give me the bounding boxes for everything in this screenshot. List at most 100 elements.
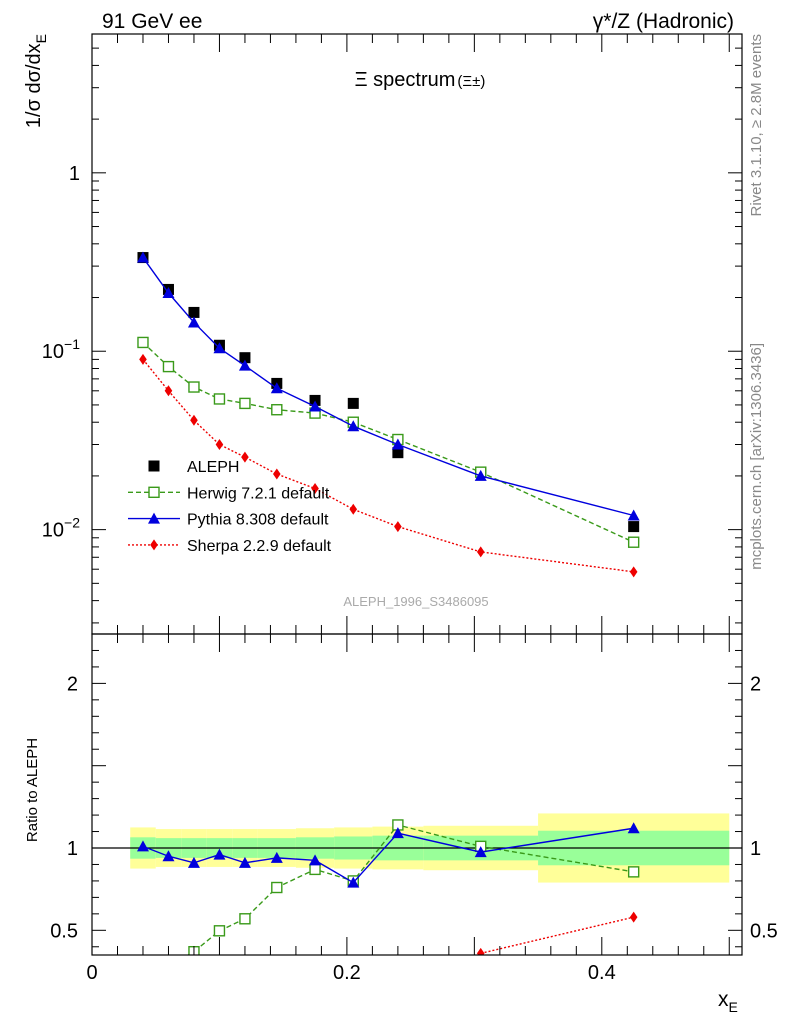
- ratio-point-pythia-0: [136, 840, 149, 852]
- legend-entry-sherpa: Sherpa 2.2.9 default: [128, 538, 332, 555]
- legend-label-sherpa: Sherpa 2.2.9 default: [187, 538, 332, 555]
- main-ytick-label-1: 10−1: [42, 336, 80, 363]
- ratio-point-herwig-6: [309, 863, 321, 876]
- main-line-pythia: [142, 257, 634, 517]
- axis-ticks: 10−210−110 0.2 0.40.5 0.51 12 2: [42, 33, 778, 984]
- plot-title-sub: (Ξ±): [457, 73, 485, 90]
- main-point-data-2: [188, 306, 200, 318]
- ratio-ytick-label-left-1: 1: [67, 838, 78, 860]
- main-ytick-label-exp-1: −1: [64, 336, 80, 352]
- main-ytick-label-base-0: 10: [42, 520, 64, 542]
- ratio-ytick-label-left-2: 2: [67, 673, 78, 695]
- ratio-point-pythia-7: [347, 876, 360, 888]
- main-point-sherpa-1: [164, 385, 173, 397]
- main-point-sherpa-5: [273, 468, 281, 480]
- main-y-axis-title: 1/σ dσ/dxE: [23, 34, 49, 128]
- ratio-point-pythia-9: [474, 846, 487, 858]
- main-point-pythia-3: [213, 342, 226, 354]
- main-line-sherpa: [142, 358, 634, 573]
- main-point-herwig-3: [213, 393, 226, 405]
- main-point-pythia-9: [474, 469, 487, 481]
- main-point-herwig-1: [162, 360, 175, 373]
- main-point-herwig-2: [188, 381, 200, 393]
- main-point-sherpa-8: [394, 521, 402, 533]
- main-ytick-label-base-1: 10: [42, 341, 64, 363]
- main-point-sherpa-4: [241, 451, 249, 463]
- ratio-ytick-label-right-2: 2: [750, 673, 761, 695]
- header-left: 91 GeV ee: [102, 10, 202, 33]
- main-point-pythia-2: [187, 316, 200, 328]
- main-ytick-label-base-2: 1: [69, 163, 80, 185]
- main-point-pythia-5: [270, 382, 283, 394]
- ratio-point-herwig-10: [627, 866, 640, 878]
- ratio-ytick-label-right-1: 1: [750, 838, 761, 860]
- main-point-sherpa-7: [349, 503, 358, 515]
- ratio-point-pythia-8: [391, 827, 404, 839]
- ratio-point-pythia-1: [162, 850, 175, 862]
- legend-marker-data: [148, 460, 160, 472]
- plot-title: Ξ spectrum (Ξ±): [355, 69, 486, 91]
- main-point-pythia-6: [309, 400, 322, 412]
- main-point-data-8: [392, 447, 404, 459]
- main-point-pythia-1: [162, 287, 175, 299]
- main-point-sherpa-3: [215, 439, 224, 451]
- ratio-panel-series: [136, 819, 640, 955]
- main-point-pythia-7: [347, 420, 360, 432]
- ratio-point-herwig-3: [213, 925, 226, 937]
- main-point-herwig-4: [239, 397, 251, 410]
- legend-marker-herwig: [148, 486, 160, 498]
- ratio-point-pythia-5: [270, 851, 283, 863]
- ratio-ytick-label-right-0: 0.5: [750, 920, 778, 942]
- ratio-point-sherpa-1: [629, 911, 638, 923]
- main-series-sherpa: [139, 353, 638, 578]
- main-point-data-4: [239, 352, 251, 364]
- legend-label-herwig: Herwig 7.2.1 default: [187, 485, 330, 502]
- ratio-series-sherpa: [476, 911, 638, 955]
- main-point-data-10: [628, 521, 640, 533]
- main-point-sherpa-10: [629, 566, 638, 578]
- main-ytick-label-0: 10−2: [42, 515, 80, 542]
- plot-title-main: Ξ spectrum: [355, 69, 456, 91]
- ratio-xtick-label-0: 0: [86, 962, 97, 984]
- main-series-pythia: [136, 251, 640, 521]
- main-point-pythia-4: [238, 359, 251, 371]
- main-point-herwig-10: [627, 536, 640, 548]
- main-y-axis-title-sub: E: [33, 34, 49, 43]
- main-point-sherpa-9: [476, 546, 485, 558]
- ratio-panel-frame: [91, 633, 743, 956]
- ratio-point-pythia-3: [213, 848, 226, 860]
- side-label-bottom: mcplots.cern.ch [arXiv:1306.3436]: [748, 343, 765, 570]
- legend-entry-herwig: Herwig 7.2.1 default: [128, 485, 330, 502]
- main-ytick-label-exp-0: −2: [64, 515, 80, 531]
- main-point-data-7: [347, 397, 359, 409]
- ratio-series-pythia: [136, 822, 640, 888]
- main-y-axis-title-text: 1/σ dσ/dx: [23, 43, 45, 128]
- ratio-y-axis-title: Ratio to ALEPH: [24, 738, 41, 842]
- main-panel-series: [136, 251, 640, 578]
- header-right: γ*/Z (Hadronic): [593, 10, 734, 33]
- ratio-point-pythia-10: [627, 822, 640, 834]
- ratio-point-herwig-5: [271, 881, 283, 894]
- x-axis-title: xE: [718, 988, 738, 1015]
- legend-entry-pythia: Pythia 8.308 default: [128, 512, 329, 529]
- legend: ALEPH Herwig 7.2.1 default Pythia 8.308 de…: [128, 459, 332, 555]
- legend-marker-sherpa: [150, 539, 158, 551]
- main-point-sherpa-2: [190, 414, 198, 426]
- main-point-pythia-10: [627, 509, 640, 521]
- ratio-point-pythia-2: [187, 856, 200, 868]
- main-point-data-6: [309, 394, 321, 406]
- main-point-sherpa-0: [139, 353, 147, 365]
- main-ytick-label-2: 1: [69, 163, 80, 185]
- main-point-herwig-5: [271, 404, 283, 416]
- legend-entry-data: ALEPH: [148, 459, 239, 476]
- main-point-herwig-0: [137, 336, 149, 349]
- panel-frames: [91, 33, 743, 956]
- ratio-point-pythia-6: [309, 854, 322, 866]
- legend-label-data: ALEPH: [187, 459, 239, 476]
- x-axis-title-sub: E: [729, 999, 738, 1015]
- ratio-xtick-label-1: 0.2: [333, 962, 361, 984]
- analysis-watermark: ALEPH_1996_S3486095: [343, 594, 488, 609]
- main-point-pythia-8: [391, 438, 404, 450]
- ratio-ytick-label-left-0: 0.5: [50, 920, 78, 942]
